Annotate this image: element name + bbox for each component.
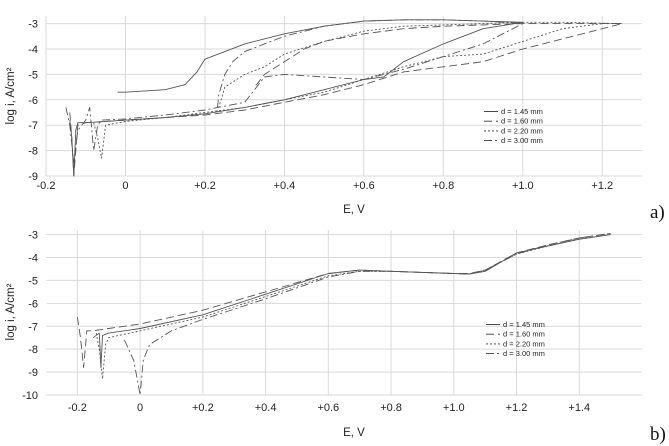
x-tick-label: +1.2 <box>591 180 613 192</box>
y-tick-label: -6 <box>28 298 38 310</box>
x-tick-label: 0 <box>122 180 128 192</box>
x-tick-label: -0.2 <box>68 402 87 414</box>
panel-label: a) <box>650 202 665 223</box>
x-tick-label: +0.4 <box>255 402 277 414</box>
legend-entry: d = 1.60 mm <box>503 330 545 339</box>
series-line-4 <box>65 19 524 164</box>
x-tick-label: +0.6 <box>353 180 375 192</box>
x-tick-label: +1.0 <box>512 180 534 192</box>
y-tick-label: -7 <box>28 321 38 333</box>
y-tick-label: -5 <box>28 275 38 287</box>
y-tick-label: -4 <box>28 253 38 265</box>
x-tick-label: +1.2 <box>506 402 528 414</box>
x-tick-label: +0.8 <box>432 180 454 192</box>
legend-entry: d = 1.60 mm <box>501 117 543 126</box>
legend: d = 1.45 mmd = 1.60 mmd = 2.20 mmd = 3.0… <box>486 320 545 358</box>
series-line-3 <box>93 21 623 159</box>
panel-label: b) <box>650 424 666 445</box>
y-tick-label: -5 <box>28 69 38 81</box>
series-line-2 <box>76 232 611 368</box>
legend-entry: d = 2.20 mm <box>501 126 543 135</box>
legend: d = 1.45 mmd = 1.60 mmd = 2.20 mmd = 3.0… <box>484 107 543 145</box>
legend-entry: d = 1.45 mm <box>503 320 545 329</box>
y-tick-label: -3 <box>28 19 38 31</box>
y-tick-label: -9 <box>28 171 38 183</box>
series-line-1 <box>92 234 611 368</box>
series-line-2 <box>69 23 623 177</box>
x-axis-label: E, V <box>343 204 365 216</box>
x-tick-label: +0.4 <box>274 180 296 192</box>
chart-panel-2: -0.2 0 +0.2 +0.4 +0.6 +0.8 +1.0 +1.2 +1.4 -3 -4 -5 -… <box>5 230 666 445</box>
y-tick-label: -8 <box>28 344 38 356</box>
chart-panel-1: -0.2 0 +0.2 +0.4 +0.6 +0.8 +1.0 +1.2 -3 -4 -5 -6 -7 -… <box>5 16 665 223</box>
legend-entry: d = 3.00 mm <box>503 349 545 358</box>
x-tick-label: +0.6 <box>317 402 339 414</box>
x-tick-label: +0.8 <box>380 402 402 414</box>
y-tick-label: -8 <box>28 146 38 158</box>
y-tick-label: -4 <box>28 44 38 56</box>
y-tick-label: -6 <box>28 95 38 107</box>
y-axis-label: log i, A/cm² <box>5 283 17 340</box>
x-tick-label: +0.2 <box>192 402 214 414</box>
legend-entry: d = 3.00 mm <box>501 136 543 145</box>
y-tick-label: -3 <box>28 230 38 242</box>
x-tick-label: -0.2 <box>37 180 56 192</box>
x-tick-label: +1.0 <box>443 402 465 414</box>
x-tick-label: +0.2 <box>194 180 216 192</box>
y-tick-label: -9 <box>28 367 38 379</box>
y-axis-label: log i, A/cm² <box>5 67 17 124</box>
x-axis-label: E, V <box>343 427 365 439</box>
series-line-4 <box>123 232 611 396</box>
x-tick-label: 0 <box>137 402 143 414</box>
legend-entry: d = 2.20 mm <box>503 339 545 348</box>
legend-entry: d = 1.45 mm <box>501 107 543 116</box>
y-tick-label: -7 <box>28 120 38 132</box>
y-tick-label: -10 <box>22 390 38 402</box>
series-line-1 <box>69 19 524 177</box>
series-line-3 <box>95 234 611 380</box>
x-tick-label: +1.4 <box>568 402 590 414</box>
